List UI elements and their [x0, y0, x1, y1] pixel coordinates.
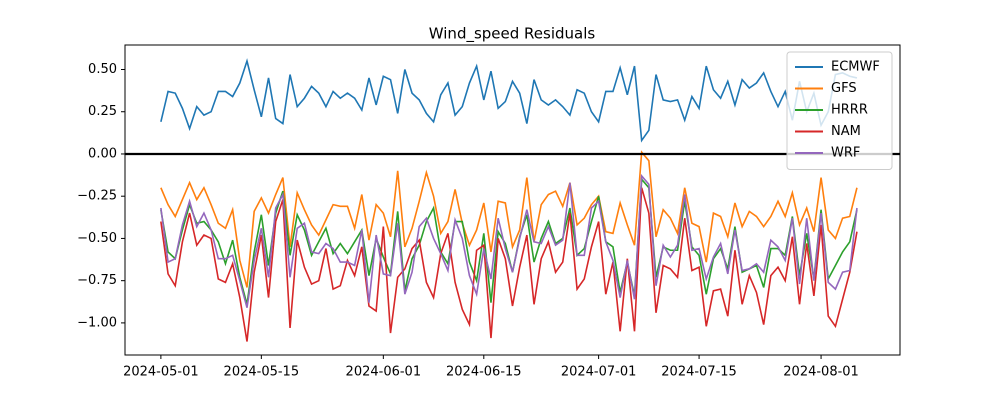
- legend: ECMWF GFS HRRR NAM WRF: [786, 51, 893, 170]
- series-line: [160, 187, 858, 342]
- x-tick-label: 2024-06-15: [446, 365, 522, 380]
- x-tick-label: 2024-07-01: [561, 365, 637, 380]
- x-tick-label: 2024-06-01: [346, 365, 422, 380]
- legend-box: [786, 51, 893, 170]
- x-tick-label: 2024-07-15: [661, 365, 737, 380]
- legend-label: WRF: [831, 146, 860, 161]
- y-tick-label: −0.50: [77, 231, 117, 246]
- legend-label: GFS: [831, 81, 857, 96]
- y-tick-label: 0.00: [88, 146, 117, 161]
- legend-label: HRRR: [831, 103, 868, 118]
- x-tick-label: 2024-08-01: [783, 365, 859, 380]
- x-tick-label: 2024-05-01: [123, 365, 199, 380]
- legend-label: NAM: [831, 124, 861, 139]
- legend-label: ECMWF: [831, 60, 880, 75]
- series-line: [160, 58, 858, 143]
- y-tick-label: −0.75: [77, 273, 117, 288]
- y-tick-label: 0.50: [88, 62, 117, 77]
- x-tick-label: 2024-05-15: [224, 365, 300, 380]
- chart-title: Wind_speed Residuals: [429, 25, 596, 44]
- series-line: [160, 150, 858, 288]
- y-tick-label: −1.00: [77, 315, 117, 330]
- y-tick-label: −0.25: [77, 189, 117, 204]
- y-tick-label: 0.25: [88, 104, 117, 119]
- plot-frame: [124, 44, 901, 356]
- series-line: [160, 173, 858, 308]
